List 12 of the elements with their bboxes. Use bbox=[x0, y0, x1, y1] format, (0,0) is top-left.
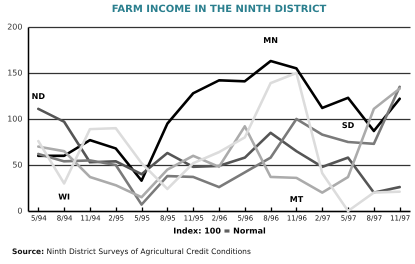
series-label: WI bbox=[58, 192, 70, 202]
y-tick-label: 200 bbox=[7, 22, 22, 32]
chart-title: FARM INCOME IN THE NINTH DISTRICT bbox=[112, 4, 326, 15]
y-tick-label: 50 bbox=[12, 160, 22, 170]
x-axis-title: Index: 100 = Normal bbox=[173, 226, 266, 236]
text: MN bbox=[263, 36, 278, 46]
series-label: MT bbox=[290, 194, 304, 204]
y-tick-label: 150 bbox=[7, 68, 22, 78]
y-tick-label: 0 bbox=[17, 206, 22, 216]
y-tick-label: 100 bbox=[7, 114, 22, 124]
series-label: ND bbox=[32, 92, 46, 101]
series-label: SD bbox=[342, 121, 355, 130]
